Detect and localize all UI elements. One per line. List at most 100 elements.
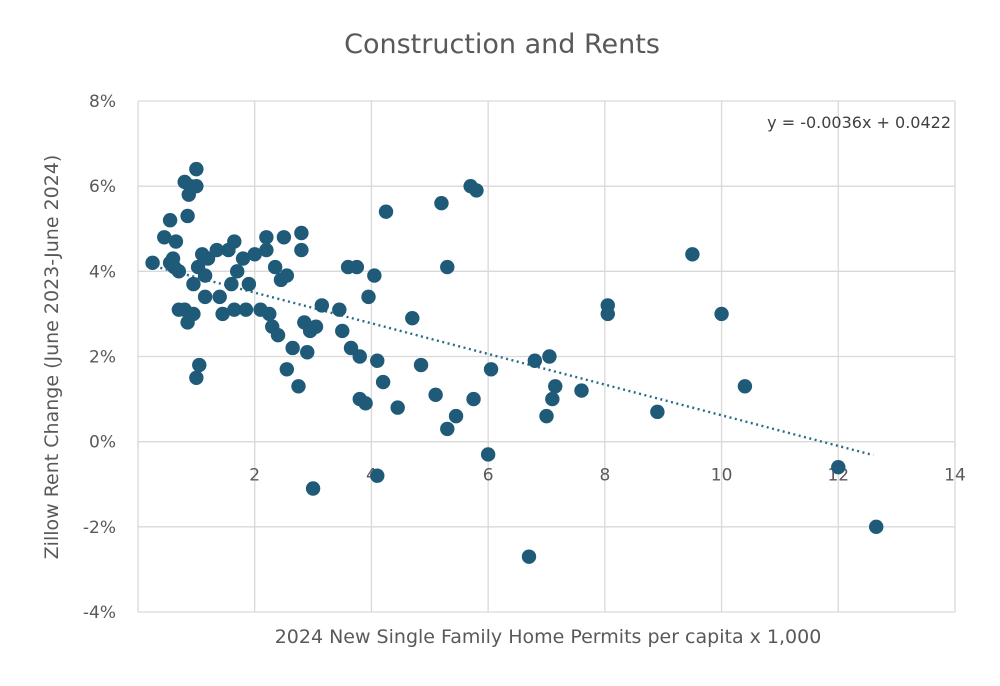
data-point bbox=[305, 481, 321, 496]
x-tick-label: 2 bbox=[249, 466, 260, 486]
data-point bbox=[189, 161, 204, 177]
data-point bbox=[352, 349, 367, 364]
data-points bbox=[145, 161, 884, 564]
data-point bbox=[238, 302, 254, 317]
data-point bbox=[262, 306, 277, 322]
data-point bbox=[291, 379, 306, 394]
data-point bbox=[270, 328, 286, 343]
y-tick-label: 0% bbox=[89, 433, 116, 453]
data-point bbox=[197, 289, 213, 305]
data-point bbox=[332, 302, 347, 317]
data-point bbox=[157, 230, 172, 245]
data-point bbox=[227, 234, 242, 249]
data-point bbox=[370, 468, 385, 483]
data-point bbox=[285, 340, 300, 356]
data-point bbox=[390, 400, 405, 415]
data-point bbox=[737, 379, 753, 394]
data-point bbox=[545, 391, 560, 407]
x-tick-label: 14 bbox=[944, 466, 966, 486]
data-point bbox=[168, 234, 184, 249]
data-point bbox=[235, 251, 251, 266]
data-point bbox=[405, 310, 420, 326]
data-point bbox=[276, 230, 292, 245]
data-point bbox=[215, 306, 230, 322]
data-point bbox=[650, 404, 665, 420]
data-point bbox=[542, 349, 557, 364]
x-tick-label: 10 bbox=[711, 466, 733, 486]
data-point bbox=[527, 353, 543, 368]
y-axis-label: Zillow Rent Change (June 2023-June 2024) bbox=[41, 155, 63, 560]
data-point bbox=[367, 268, 382, 283]
data-point bbox=[434, 196, 449, 211]
data-point bbox=[521, 549, 537, 564]
data-point bbox=[349, 259, 365, 275]
gridlines bbox=[137, 100, 956, 613]
trendline-layer bbox=[149, 263, 874, 457]
data-point bbox=[600, 306, 615, 322]
data-point bbox=[428, 387, 443, 403]
data-point bbox=[869, 519, 884, 535]
data-point bbox=[180, 208, 195, 224]
data-point bbox=[314, 298, 330, 313]
data-point bbox=[209, 242, 224, 258]
data-point bbox=[300, 345, 315, 360]
data-point bbox=[448, 408, 464, 424]
data-point bbox=[186, 306, 201, 322]
data-point bbox=[375, 374, 391, 390]
data-point bbox=[466, 391, 481, 407]
data-point bbox=[831, 460, 846, 475]
data-point bbox=[685, 247, 700, 262]
data-point bbox=[145, 255, 160, 271]
data-point bbox=[186, 276, 201, 292]
data-point bbox=[279, 362, 295, 377]
data-point bbox=[358, 396, 373, 411]
data-point bbox=[171, 264, 187, 279]
data-point bbox=[267, 259, 283, 275]
chart-title: Construction and Rents bbox=[344, 29, 660, 60]
data-point bbox=[279, 268, 295, 283]
data-point bbox=[370, 353, 385, 368]
y-tick-label: -4% bbox=[83, 603, 116, 623]
x-axis-label: 2024 New Single Family Home Permits per … bbox=[275, 626, 822, 648]
data-point bbox=[539, 408, 554, 424]
trendline bbox=[149, 263, 874, 457]
y-tick-label: 6% bbox=[89, 177, 116, 197]
data-point bbox=[189, 178, 204, 194]
data-point bbox=[294, 225, 309, 241]
data-point bbox=[189, 370, 204, 385]
data-point bbox=[192, 357, 207, 373]
data-point bbox=[480, 447, 496, 462]
y-tick-label: 4% bbox=[89, 262, 116, 282]
x-tick-label: 6 bbox=[483, 466, 494, 486]
axis-ticks: -4%-2%0%2%4%6%8%2468101214 bbox=[83, 92, 966, 623]
x-tick-label: 8 bbox=[599, 466, 610, 486]
data-point bbox=[227, 302, 242, 317]
data-point bbox=[335, 323, 350, 339]
y-tick-label: -2% bbox=[83, 518, 116, 538]
trendline-equation: y = -0.0036x + 0.0422 bbox=[767, 113, 951, 132]
y-tick-label: 2% bbox=[89, 348, 116, 368]
data-point bbox=[247, 247, 262, 262]
data-point bbox=[378, 204, 394, 219]
data-point bbox=[483, 362, 499, 377]
data-point bbox=[212, 289, 227, 305]
data-point bbox=[440, 259, 455, 275]
data-point bbox=[259, 242, 274, 258]
data-point bbox=[469, 183, 484, 198]
data-point bbox=[294, 242, 309, 258]
data-point bbox=[259, 230, 274, 245]
data-point bbox=[162, 213, 178, 228]
data-point bbox=[413, 357, 429, 373]
data-point bbox=[308, 319, 324, 334]
data-point bbox=[574, 383, 589, 398]
data-point bbox=[440, 421, 455, 437]
data-point bbox=[230, 264, 245, 279]
y-tick-label: 8% bbox=[89, 92, 116, 112]
data-point bbox=[361, 289, 376, 305]
data-point bbox=[197, 268, 213, 283]
data-point bbox=[714, 306, 729, 322]
data-point bbox=[224, 276, 239, 292]
data-point bbox=[241, 276, 257, 292]
data-point bbox=[548, 379, 563, 394]
